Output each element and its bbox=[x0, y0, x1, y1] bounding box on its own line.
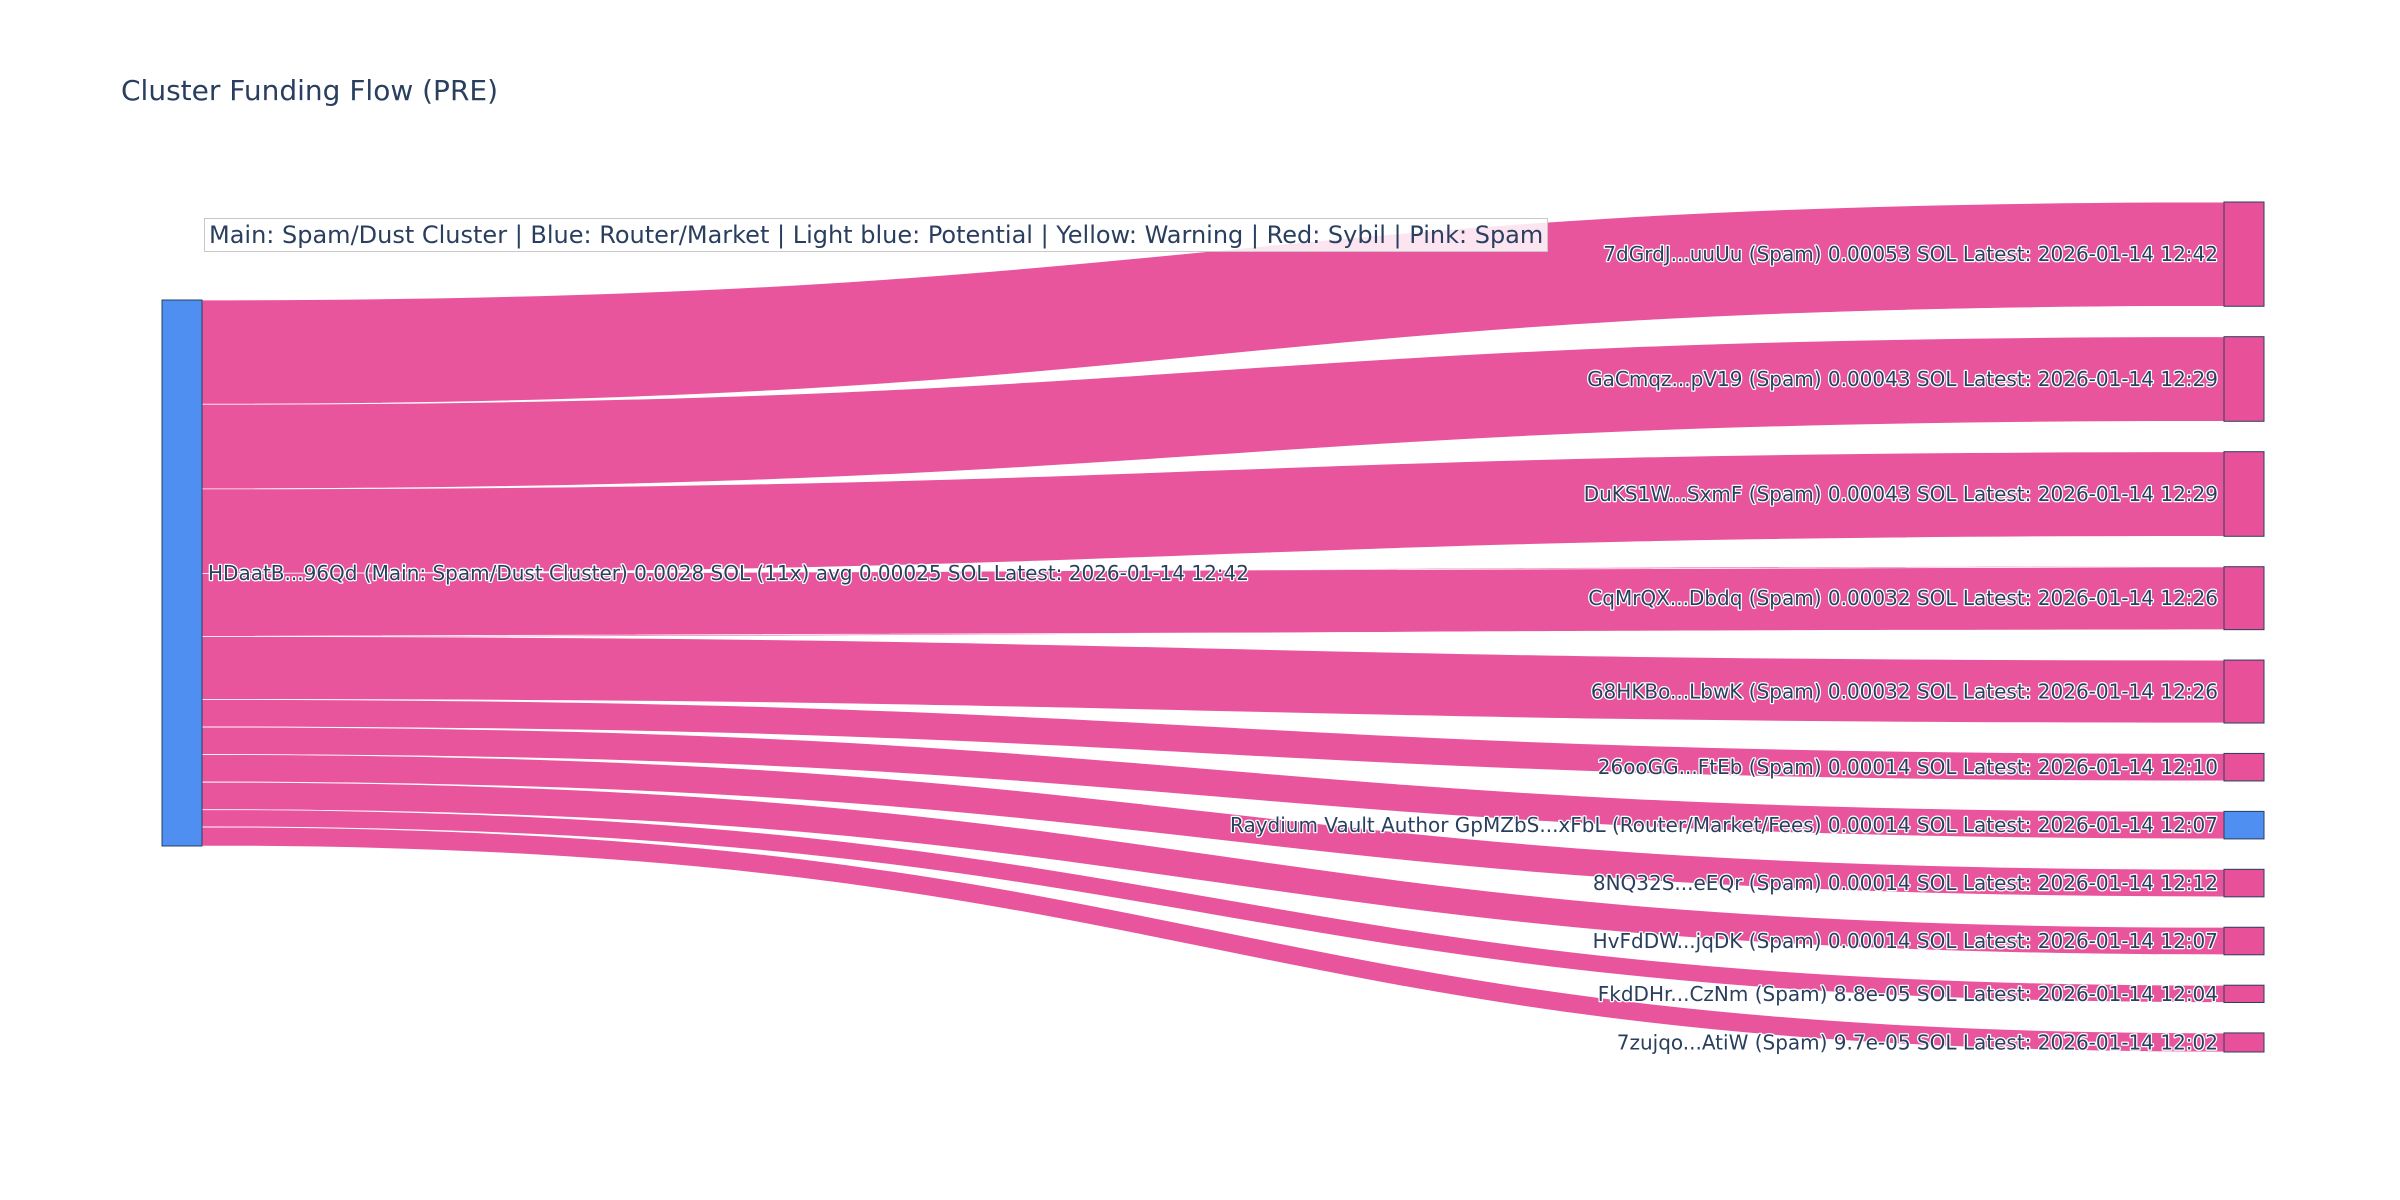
target-node[interactable] bbox=[2223, 984, 2265, 1004]
target-node[interactable] bbox=[2223, 926, 2265, 956]
target-node-label: Raydium Vault Author GpMZbS...xFbL (Rout… bbox=[1230, 813, 2218, 837]
target-node[interactable] bbox=[2223, 810, 2265, 840]
legend-annotation: Main: Spam/Dust Cluster | Blue: Router/M… bbox=[204, 218, 1549, 252]
target-node-label: DuKS1W...SxmF (Spam) 0.00043 SOL Latest:… bbox=[1584, 482, 2218, 506]
target-node[interactable] bbox=[2223, 752, 2265, 782]
target-node-label: 68HKBo...LbwK (Spam) 0.00032 SOL Latest:… bbox=[1591, 680, 2218, 704]
target-node-label: 26ooGG...FtEb (Spam) 0.00014 SOL Latest:… bbox=[1598, 755, 2218, 779]
source-node-label: HDaatB...96Qd (Main: Spam/Dust Cluster) … bbox=[208, 561, 1249, 585]
target-node[interactable] bbox=[2223, 451, 2265, 537]
sankey-labels: 7dGrdJ...uuUu (Spam) 0.00053 SOL Latest:… bbox=[207, 241, 2220, 1056]
target-node[interactable] bbox=[2223, 336, 2265, 422]
target-node[interactable] bbox=[2223, 566, 2265, 631]
target-node[interactable] bbox=[2223, 659, 2265, 724]
target-node[interactable] bbox=[2223, 201, 2265, 307]
target-node[interactable] bbox=[2223, 868, 2265, 898]
target-node-label: FkdDHr...CzNm (Spam) 8.8e-05 SOL Latest:… bbox=[1598, 982, 2218, 1006]
source-node[interactable] bbox=[161, 299, 203, 847]
target-node-label: CqMrQX...Dbdq (Spam) 0.00032 SOL Latest:… bbox=[1588, 586, 2218, 610]
target-node-label: 7dGrdJ...uuUu (Spam) 0.00053 SOL Latest:… bbox=[1603, 242, 2218, 266]
target-node-label: GaCmqz...pV19 (Spam) 0.00043 SOL Latest:… bbox=[1587, 367, 2218, 391]
target-node-label: 8NQ32S...eEQr (Spam) 0.00014 SOL Latest:… bbox=[1593, 871, 2218, 895]
chart-title: Cluster Funding Flow (PRE) bbox=[121, 74, 499, 107]
target-node-label: 7zujqo...AtiW (Spam) 9.7e-05 SOL Latest:… bbox=[1617, 1030, 2218, 1054]
sankey-nodes bbox=[161, 201, 2265, 1053]
sankey-links bbox=[201, 201, 2225, 1053]
target-node[interactable] bbox=[2223, 1032, 2265, 1053]
target-node-label: HvFdDW...jqDK (Spam) 0.00014 SOL Latest:… bbox=[1593, 929, 2218, 953]
